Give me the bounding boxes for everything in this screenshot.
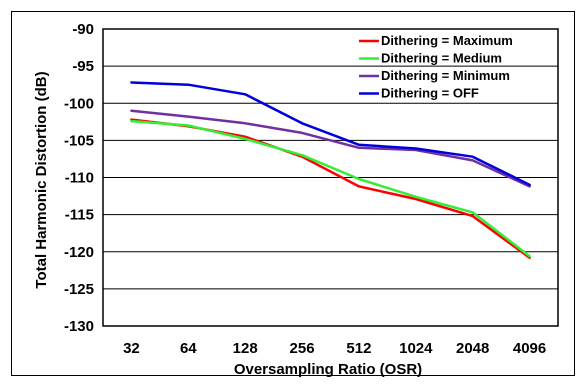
y-tick-labels: -90 -95 -100 -105 -110 -115 -120 -125 -130 <box>64 21 94 335</box>
y-tick-label: -125 <box>64 281 94 298</box>
y-tick-label: -115 <box>65 207 94 224</box>
chart-frame <box>11 11 575 376</box>
legend: Dithering = Maximum Dithering = Medium Dit… <box>359 33 513 101</box>
x-tick-label: 128 <box>233 340 258 357</box>
y-tick-label: -105 <box>64 132 94 149</box>
y-tick-label: -110 <box>65 170 94 187</box>
y-tick-label: -95 <box>72 58 94 75</box>
x-tick-labels: 32 64 128 256 512 1024 2048 4096 <box>123 340 546 357</box>
legend-label: Dithering = Minimum <box>381 68 510 83</box>
x-axis-title: Oversampling Ratio (OSR) <box>234 361 422 378</box>
x-tick-label: 64 <box>180 340 197 357</box>
series-line-1 <box>130 119 531 258</box>
plot-border <box>102 28 559 327</box>
series-lines <box>130 81 531 259</box>
series-line-2 <box>130 109 531 188</box>
y-tick-label: -120 <box>64 244 94 261</box>
y-tick-label: -90 <box>72 21 94 38</box>
legend-label: Dithering = Maximum <box>381 33 513 48</box>
legend-label: Dithering = Medium <box>381 51 502 66</box>
x-tick-label: 4096 <box>513 340 546 357</box>
x-tick-label: 2048 <box>456 340 489 357</box>
y-tick-label: -130 <box>64 318 94 335</box>
legend-label: Dithering = OFF <box>381 86 479 101</box>
plot-area-border <box>102 28 559 327</box>
series-line-3 <box>130 81 531 187</box>
x-tick-label: 256 <box>290 340 315 357</box>
x-tick-label: 512 <box>346 340 371 357</box>
y-axis-title: Total Harmonic Distortion (dB) <box>33 71 50 288</box>
x-tick-label: 1024 <box>399 340 433 357</box>
y-tick-label: -100 <box>64 95 94 112</box>
x-tick-label: 32 <box>123 340 140 357</box>
